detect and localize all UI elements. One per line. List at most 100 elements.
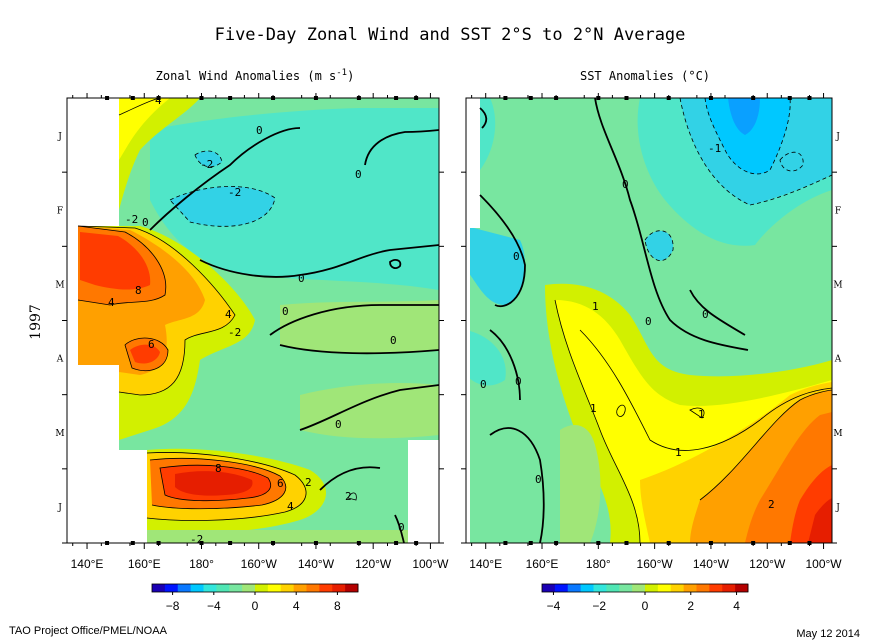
sst-station-marker [666,96,671,100]
wind-colorbar-swatch [164,584,179,592]
sst-month-label: J [835,132,840,142]
wind-month-label: M [55,280,64,290]
sst-west-cool-3 [466,330,506,386]
sst-colorbar-swatch [542,584,556,592]
wind-station-marker [414,96,419,100]
wind-station-marker [199,541,204,545]
wind-x-tick-label: 180° [189,557,214,571]
wind-missing-block-right [408,440,439,543]
wind-station-marker [228,96,233,100]
sst-cool-core [705,98,791,174]
sst-station-marker [528,96,533,100]
station-markers [105,96,812,545]
wind-x-tick-label: 120°W [355,557,392,571]
sst-contour-label: 0 [622,178,629,191]
sst-station-marker [751,96,756,100]
wind-x-axis: 140°E 160°E 180° 160°W 140°W 120°W 100°W [71,93,449,571]
sst-contour-pos [616,404,626,417]
sst-station-marker [624,541,629,545]
wind-colorbar-swatch [229,584,243,592]
wind-panel-title-text: Zonal Wind Anomalies (m s [156,69,337,83]
wind-contour-label: 0 [142,216,149,229]
sst-contours [479,98,832,543]
wind-contour-labels: 4 0 0 -2 -2 0 0 0 -2 8 4 4 -2 0 0 6 8 2 … [108,98,405,543]
wind-contour-label: -2 [125,213,138,226]
wind-contour-pos [124,337,169,372]
wind-y-axis: J F M A M J [55,132,444,544]
wind-station-marker [199,96,204,100]
wind-negative-core-2 [195,150,222,167]
sst-colorbar-swatch [657,584,672,592]
wind-contour-neg [194,150,223,168]
sst-contour-label: 0 [515,375,522,388]
sst-contour-pos [554,299,641,543]
wind-colorbar-swatch [280,584,295,592]
sst-contour-label: 0 [535,473,542,486]
wind-month-label: J [57,503,62,513]
wind-colorbar-swatch [293,584,307,592]
sst-colorbar-swatch [735,584,749,592]
sst-contour-pos [689,407,705,419]
sst-x-tick-label: 100°W [805,557,842,571]
wind-contour-label: -2 [228,326,241,339]
wind-missing-strip-left [67,226,78,365]
sst-contour-label: 0 [645,315,652,328]
wind-contour-label: 8 [215,462,222,475]
wind-colorbar: −8 −4 0 4 8 [151,583,359,613]
sst-contour-label: 0 [513,250,520,263]
wind-contour-label: -2 [200,158,213,171]
wind-contours [77,98,439,543]
wind-x-tick-label: 100°W [412,557,449,571]
sst-colorbar-swatch [645,584,659,592]
sst-contour-zero [689,289,746,336]
wind-station-marker [313,96,318,100]
sst-month-label: M [833,429,842,439]
sst-contour-pos [699,389,832,501]
wind-colorbar-tick-label: 0 [252,599,259,613]
wind-contour-label: 0 [390,334,397,347]
wind-burst-2-core [175,471,253,496]
wind-station-marker [313,541,318,545]
sst-station-marker [503,541,508,545]
wind-station-marker [156,541,161,545]
wind-contour-label: -2 [228,186,241,199]
wind-month-label: A [56,355,64,365]
wind-contour-label: 4 [225,308,232,321]
wind-station-marker [356,96,361,100]
sst-station-marker [787,96,792,100]
sst-contour-label: 0 [480,378,487,391]
sst-month-label: M [833,280,842,290]
sst-contour-label: -1 [708,142,721,155]
wind-x-tick-label: 140°E [71,557,104,571]
wind-contour-label: 4 [108,296,115,309]
sst-x-tick-label: 120°W [749,557,786,571]
wind-station-marker [356,541,361,545]
wind-colorbar-swatch [255,584,269,592]
wind-contour-pos [149,458,287,510]
wind-x-tick-label: 160°W [241,557,278,571]
sst-colorbar-swatch [709,584,723,592]
wind-month-label: F [57,206,63,216]
wind-station-marker [130,541,135,545]
wind-station-marker [228,541,233,545]
year-label: 1997 [28,304,44,340]
wind-station-marker [394,541,399,545]
wind-missing-block-top [67,98,119,226]
sst-station-marker [503,96,508,100]
wind-station-marker [271,541,276,545]
sst-month-label: A [834,355,842,365]
wind-contour-label: 2 [305,476,312,489]
sst-contour-label: 1 [592,300,599,313]
sst-colorbar-swatch [593,584,607,592]
wind-contour-pos [77,225,236,396]
sst-station-marker [708,96,713,100]
wind-contour-label: 0 [335,418,342,431]
wind-colorbar-swatch [152,584,166,592]
wind-contour-label: 0 [256,124,263,137]
sst-contour-zero [479,107,488,129]
wind-missing-block-low [67,450,147,543]
sst-heatmap: -1 0 0 0 0 1 0 0 1 1 0 1 2 [466,98,832,543]
wind-colorbar-swatch [345,584,359,592]
wind-burst-1-core [80,232,151,290]
